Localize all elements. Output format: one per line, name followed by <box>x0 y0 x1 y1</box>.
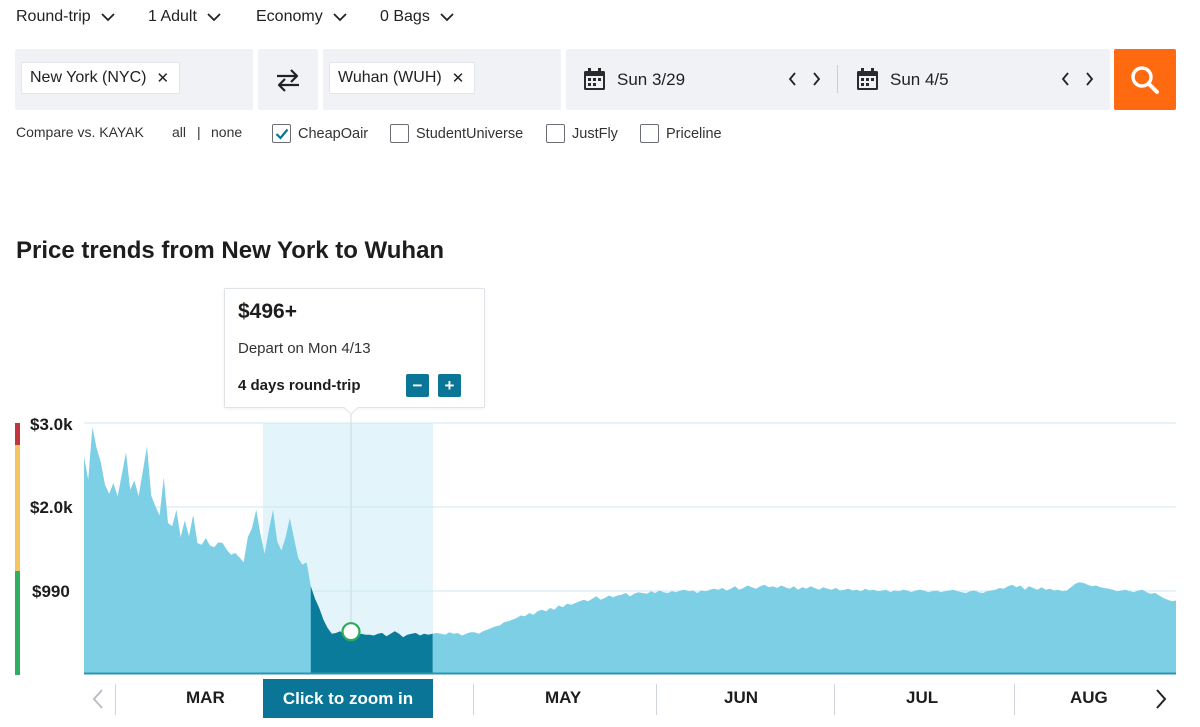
chevron-down-icon <box>333 13 347 22</box>
chevron-right-icon <box>1156 689 1167 709</box>
month-label-may[interactable]: MAY <box>545 688 582 707</box>
chevron-down-icon <box>207 13 221 22</box>
compare-none-link[interactable]: none <box>211 124 243 140</box>
chart-next-button[interactable] <box>1153 688 1169 710</box>
chevron-left-icon <box>1061 72 1069 86</box>
origin-chip: New York (NYC) ✕ <box>21 62 181 94</box>
tooltip-price: $496+ <box>238 300 297 323</box>
compare-checkbox-studentuniverse[interactable]: StudentUniverse <box>390 124 523 143</box>
compare-label: Compare vs. KAYAK <box>16 124 144 140</box>
destination-value: Wuhan (WUH) <box>338 69 442 86</box>
dates-field: Sun 3/29 Sun 4/5 <box>566 49 1110 110</box>
search-icon <box>1131 65 1159 94</box>
origin-field[interactable]: New York (NYC) ✕ <box>15 49 253 110</box>
y-tick-label: $3.0k <box>30 415 73 434</box>
travelers-label: 1 Adult <box>148 8 197 25</box>
origin-value: New York (NYC) <box>30 69 147 86</box>
calendar-icon <box>584 68 605 90</box>
calendar-icon <box>857 68 878 90</box>
trip-type-label: Round-trip <box>16 8 91 25</box>
search-button[interactable] <box>1114 49 1176 110</box>
compare-separator: | <box>197 124 201 140</box>
month-label-aug[interactable]: AUG <box>1070 688 1108 707</box>
checkbox-label: JustFly <box>572 125 618 142</box>
selected-price-point[interactable] <box>341 622 361 642</box>
chart-prev-button[interactable] <box>90 688 106 710</box>
compare-all-link[interactable]: all <box>172 124 187 140</box>
y-tick-label: $990 <box>32 582 70 601</box>
checkbox-label: Priceline <box>666 125 722 142</box>
chevron-left-icon <box>92 689 103 709</box>
month-separator <box>473 684 474 715</box>
chevron-down-icon <box>101 13 115 22</box>
compare-checkbox-priceline[interactable]: Priceline <box>640 124 722 143</box>
trip-type-dropdown[interactable]: Round-trip <box>16 8 115 26</box>
depart-next-day-button[interactable] <box>810 69 822 89</box>
tooltip-depart-date: Depart on Mon 4/13 <box>238 340 371 357</box>
return-date-value: Sun 4/5 <box>890 69 949 89</box>
depart-date-value: Sun 3/29 <box>617 69 686 89</box>
month-separator <box>656 684 657 715</box>
chevron-left-icon <box>788 72 796 86</box>
return-date-field[interactable]: Sun 4/5 <box>856 49 949 110</box>
price-scale-high <box>15 423 20 445</box>
checkmark-icon <box>275 128 288 140</box>
date-divider <box>837 65 838 93</box>
remove-destination-icon[interactable]: ✕ <box>451 69 465 87</box>
click-to-zoom-button[interactable]: Click to zoom in <box>263 679 433 718</box>
swap-locations-button[interactable] <box>258 49 318 110</box>
checkbox-box <box>272 124 291 143</box>
price-area <box>84 427 1176 673</box>
month-label-jun[interactable]: JUN <box>724 688 759 707</box>
checkbox-box <box>546 124 565 143</box>
depart-prev-day-button[interactable] <box>786 69 798 89</box>
month-separator <box>1014 684 1015 715</box>
return-next-day-button[interactable] <box>1083 69 1095 89</box>
month-label-jul[interactable]: JUL <box>906 688 939 707</box>
bags-label: 0 Bags <box>380 8 430 25</box>
price-area-selected-range <box>310 586 433 673</box>
cabin-dropdown[interactable]: Economy <box>256 8 347 26</box>
destination-chip: Wuhan (WUH) ✕ <box>329 62 476 94</box>
compare-checkbox-justfly[interactable]: JustFly <box>546 124 618 143</box>
increase-trip-length-button[interactable]: + <box>438 374 461 397</box>
chevron-right-icon <box>1085 72 1093 86</box>
travelers-dropdown[interactable]: 1 Adult <box>148 8 221 26</box>
month-separator <box>834 684 835 715</box>
month-label-mar[interactable]: MAR <box>186 688 225 707</box>
checkbox-box <box>390 124 409 143</box>
decrease-trip-length-button[interactable]: − <box>406 374 429 397</box>
price-trends-heading: Price trends from New York to Wuhan <box>16 237 445 264</box>
month-separator <box>115 684 116 715</box>
y-tick-label: $2.0k <box>30 498 73 517</box>
cabin-label: Economy <box>256 8 323 25</box>
checkbox-label: StudentUniverse <box>416 125 524 142</box>
swap-arrows-icon <box>277 68 299 92</box>
depart-date-field[interactable]: Sun 3/29 <box>583 49 685 110</box>
checkbox-box <box>640 124 659 143</box>
price-scale-mid <box>15 445 20 571</box>
chevron-right-icon <box>812 72 820 86</box>
destination-field[interactable]: Wuhan (WUH) ✕ <box>323 49 561 110</box>
checkbox-label: CheapOair <box>298 125 369 142</box>
tooltip-trip-length: 4 days round-trip <box>238 377 361 394</box>
price-scale-low <box>15 571 20 675</box>
return-prev-day-button[interactable] <box>1059 69 1071 89</box>
price-tooltip: $496+ Depart on Mon 4/13 4 days round-tr… <box>224 288 485 416</box>
compare-checkbox-cheapoair[interactable]: CheapOair <box>272 124 368 143</box>
chevron-down-icon <box>440 13 454 22</box>
remove-origin-icon[interactable]: ✕ <box>156 69 170 87</box>
bags-dropdown[interactable]: 0 Bags <box>380 8 454 26</box>
